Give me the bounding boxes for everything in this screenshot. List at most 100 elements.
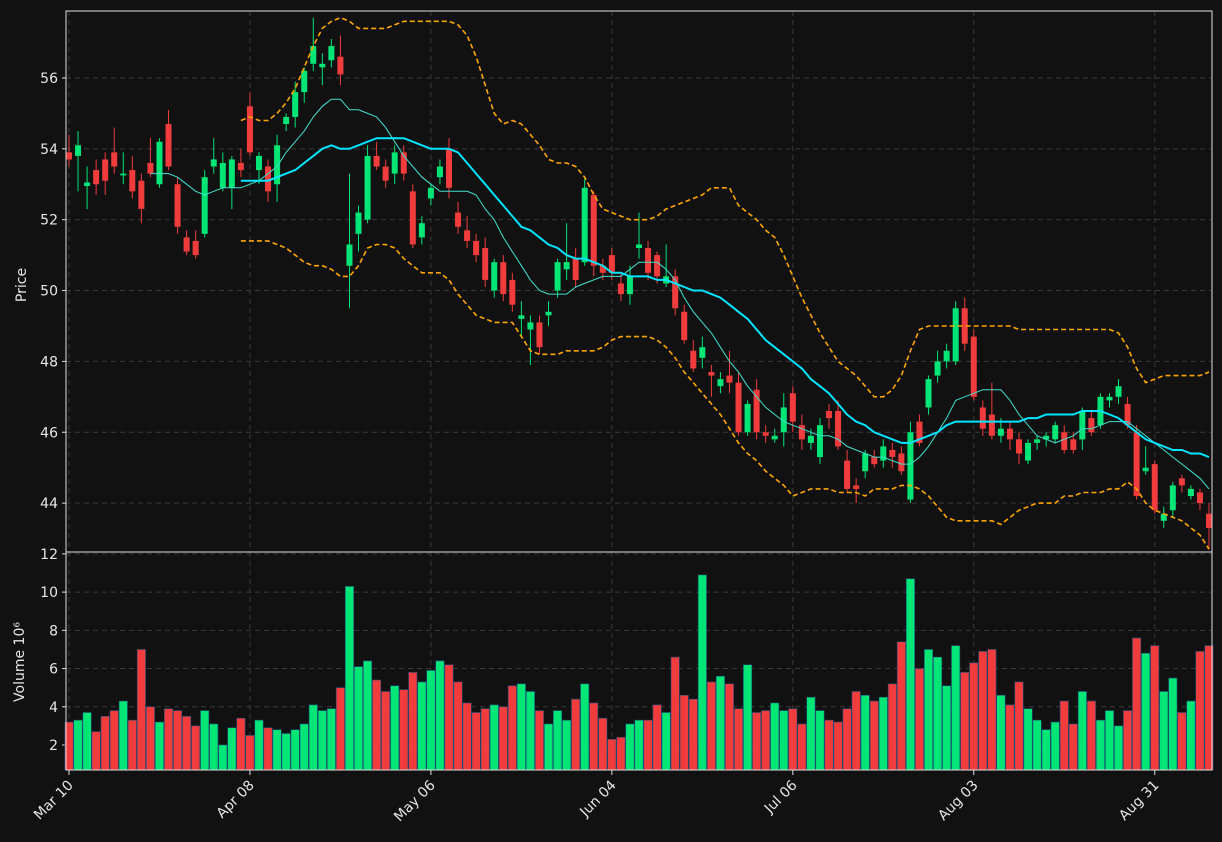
volume-bar [634, 719, 644, 771]
y-tick-label: 8 [49, 623, 58, 639]
candle-body [690, 350, 697, 369]
volume-bar [272, 729, 282, 771]
volume-bar [290, 729, 300, 771]
volume-bar [1168, 677, 1178, 771]
candle-body [970, 336, 977, 397]
volume-bar [354, 666, 364, 771]
volume-bar [1050, 721, 1060, 771]
candle-body [581, 187, 588, 263]
candle-body [183, 237, 190, 252]
candle-body [608, 255, 615, 273]
volume-bar [182, 716, 192, 771]
volume-bar [1186, 700, 1196, 771]
volume-bar [127, 719, 137, 771]
volume-bar [1141, 652, 1151, 771]
candle-body [554, 262, 561, 291]
candle-body [1124, 403, 1131, 426]
volume-bar [82, 712, 92, 771]
candle-body [735, 382, 742, 433]
candle-body [355, 212, 362, 234]
candle-body [744, 403, 751, 433]
volume-bar [136, 649, 146, 771]
candle-body [979, 407, 986, 429]
volume-bar [390, 685, 400, 771]
volume-bar [372, 679, 382, 771]
volume-bar [724, 683, 734, 771]
candle-body [292, 92, 299, 117]
volume-bar [851, 691, 861, 771]
volume-bar [842, 708, 852, 771]
candle-body [617, 283, 624, 295]
candle-body [1142, 467, 1149, 472]
candle-body [482, 248, 489, 280]
volume-bar [1123, 710, 1133, 771]
volume-bar [1104, 710, 1114, 771]
volume-bar [1177, 712, 1187, 771]
candle-body [464, 230, 471, 241]
candle-body [65, 152, 72, 160]
volume-bar [308, 704, 318, 771]
candle-body [1187, 488, 1194, 497]
candle-body [844, 460, 851, 489]
candle-body [1133, 432, 1140, 497]
y-tick-label: 46 [40, 425, 58, 441]
candle-body [75, 145, 82, 156]
candle-body [84, 182, 91, 187]
candle-body [129, 170, 136, 192]
volume-bar [462, 702, 472, 771]
candle-body [1169, 485, 1176, 511]
volume-bar [399, 689, 409, 771]
candle-body [102, 159, 109, 181]
volume-bar [643, 719, 653, 771]
volume-bar [1032, 719, 1042, 771]
candle-body [997, 428, 1004, 436]
candle-body [1079, 410, 1086, 440]
volume-bar [607, 738, 617, 771]
candle-body [1151, 464, 1158, 511]
candle-body [1088, 418, 1095, 433]
candle-body [400, 152, 407, 174]
volume-bar [797, 723, 807, 771]
candle-body [138, 180, 145, 210]
volume-bar [507, 685, 517, 771]
candle-body [382, 166, 389, 181]
volume-bar [598, 717, 608, 771]
volume-bar [516, 683, 526, 771]
candle-body [491, 262, 498, 291]
volume-bar [616, 737, 626, 771]
volume-bar [109, 710, 119, 771]
y-tick-label: 2 [49, 738, 58, 754]
volume-bar [1059, 700, 1069, 771]
volume-bar [1014, 681, 1024, 771]
candle-body [518, 315, 525, 319]
volume-bar [589, 702, 599, 771]
y-tick-label: 56 [40, 71, 58, 87]
volume-bar [435, 660, 445, 771]
candle-body [1178, 478, 1185, 486]
volume-bar [878, 696, 888, 771]
volume-frame [65, 551, 1213, 771]
candle-body [1016, 439, 1023, 454]
y-tick-label: 54 [40, 142, 58, 158]
candle-body [455, 212, 462, 227]
volume-bar [408, 672, 418, 771]
candle-body [310, 46, 317, 64]
candle-body [364, 155, 371, 220]
volume-bar [245, 735, 255, 771]
candle-body [219, 162, 226, 188]
volume-bar [1095, 719, 1105, 771]
volume-bar [688, 698, 698, 771]
candle-body [192, 240, 199, 256]
volume-bar [335, 687, 345, 771]
volume-bar [571, 698, 581, 771]
volume-bar [498, 706, 508, 771]
volume-bar [679, 694, 689, 771]
candle-body [319, 63, 326, 68]
volume-bar [661, 712, 671, 771]
volume-bar [770, 702, 780, 771]
candle-body [409, 191, 416, 245]
candle-body [301, 70, 308, 93]
volume-bar [833, 721, 843, 771]
candle-body [780, 407, 787, 433]
